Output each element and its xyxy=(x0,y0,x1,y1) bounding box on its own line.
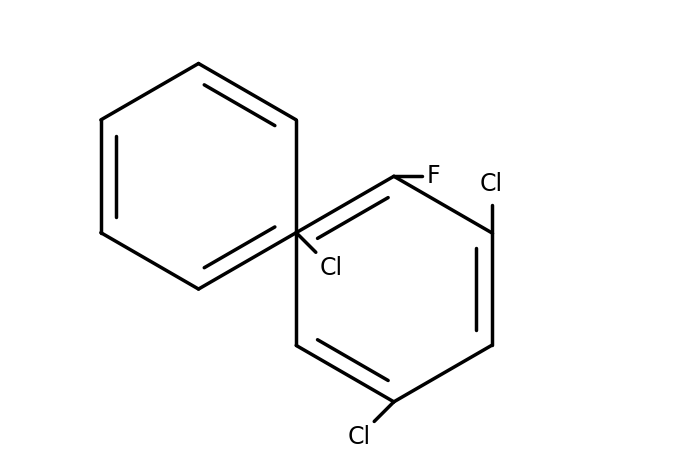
Text: Cl: Cl xyxy=(320,256,343,280)
Text: Cl: Cl xyxy=(347,425,370,449)
Text: Cl: Cl xyxy=(480,172,503,196)
Text: F: F xyxy=(427,164,440,188)
